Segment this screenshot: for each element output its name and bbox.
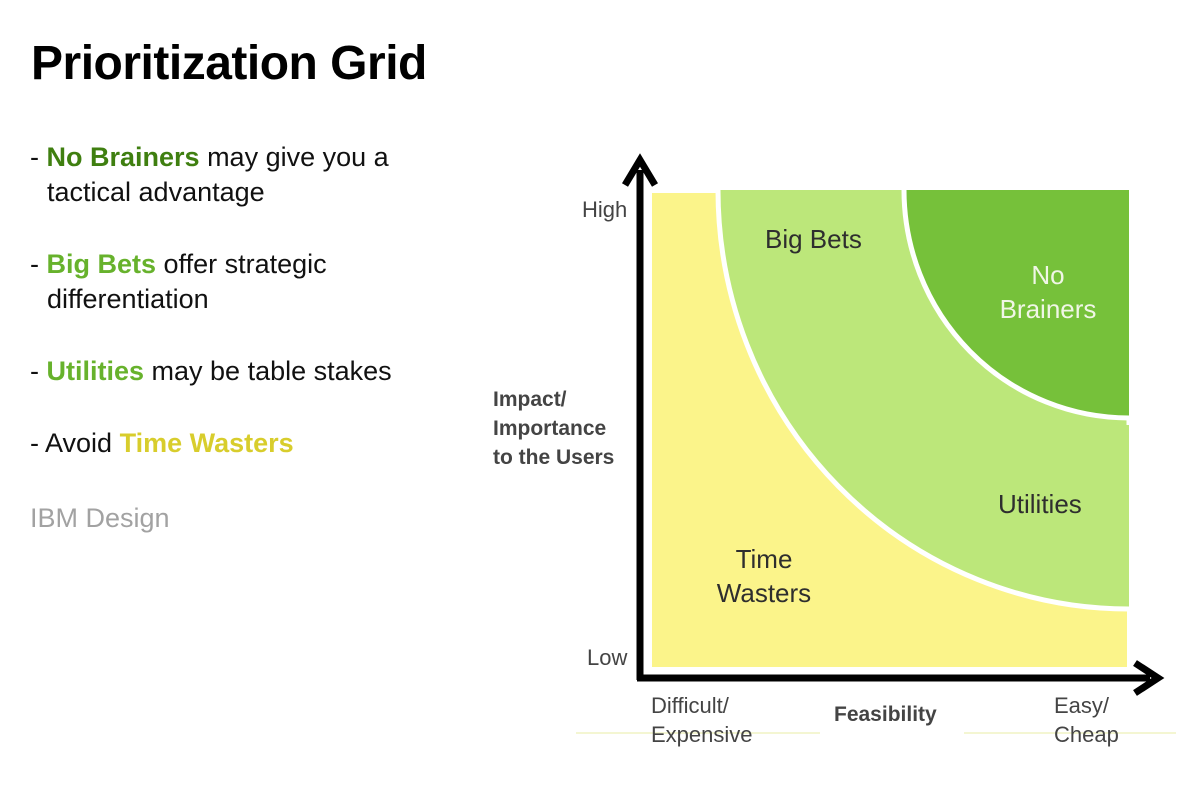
- y-axis-title-line3: to the Users: [493, 446, 615, 469]
- x-axis-arrowhead-icon: [1133, 660, 1165, 696]
- region-label-utilities: Utilities: [998, 489, 1082, 519]
- highlight-big-bets: Big Bets: [46, 249, 157, 279]
- bullet-prefix: -: [30, 356, 47, 386]
- x-axis-right-line1: Easy/: [1054, 693, 1110, 718]
- credit-text: IBM Design: [30, 503, 170, 533]
- bullet-no-brainers: - No Brainers may give you a tactical ad…: [30, 140, 470, 210]
- y-axis-low-label: Low: [587, 645, 628, 670]
- region-label-time-wasters-line1: Time: [735, 544, 793, 574]
- highlight-utilities: Utilities: [46, 356, 145, 386]
- region-no-brainers: [904, 190, 1129, 418]
- y-axis-title-line1: Impact/: [493, 388, 567, 411]
- bullet-text-line2: differentiation: [47, 284, 209, 314]
- y-axis-high-label: High: [582, 197, 628, 222]
- bullet-big-bets: - Big Bets offer strategic differentiati…: [30, 247, 470, 317]
- bullet-text-line2: tactical advantage: [47, 177, 265, 207]
- y-axis-arrowhead-icon: [621, 153, 659, 187]
- region-label-big-bets: Big Bets: [765, 224, 862, 254]
- x-axis-left-line2: Expensive: [651, 722, 753, 747]
- x-axis-right-label: Easy/ Cheap: [1054, 691, 1119, 749]
- y-axis-title: Impact/ Importance to the Users: [493, 385, 614, 472]
- divider-inner-arc: [901, 189, 1130, 421]
- bullet-time-wasters: - Avoid Time Wasters: [30, 426, 470, 461]
- x-axis-left-line1: Difficult/: [651, 693, 729, 718]
- region-label-time-wasters-line2: Wasters: [716, 578, 812, 608]
- bullet-list: - No Brainers may give you a tactical ad…: [30, 140, 470, 498]
- region-label-no-brainers-line2: Brainers: [999, 294, 1097, 324]
- x-axis-left-label: Difficult/ Expensive: [651, 691, 753, 749]
- highlight-no-brainers: No Brainers: [46, 142, 200, 172]
- x-axis-title: Feasibility: [834, 703, 937, 726]
- highlight-time-wasters: Time Wasters: [119, 428, 294, 458]
- bullet-text: may be table stakes: [144, 356, 392, 386]
- region-label-time-wasters: Time Wasters: [704, 542, 824, 610]
- bullet-prefix: -: [30, 249, 47, 279]
- bullet-text: may give you a: [199, 142, 389, 172]
- bullet-prefix: -: [30, 142, 47, 172]
- bullet-utilities: - Utilities may be table stakes: [30, 354, 470, 389]
- x-axis-right-line2: Cheap: [1054, 722, 1119, 747]
- divider-outer-arc: [715, 189, 1130, 612]
- region-label-no-brainers-line1: No: [1031, 260, 1065, 290]
- bullet-prefix: - Avoid: [30, 428, 120, 458]
- region-label-no-brainers: No Brainers: [986, 258, 1110, 326]
- slide-title: Prioritization Grid: [31, 37, 427, 90]
- bullet-text: offer strategic: [156, 249, 327, 279]
- y-axis-title-line2: Importance: [493, 417, 607, 440]
